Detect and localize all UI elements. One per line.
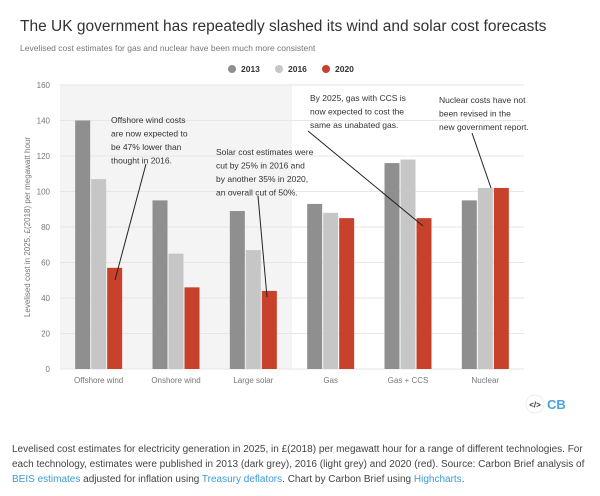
annotation-text: Solar cost estimates were — [216, 147, 314, 157]
caption-text: . — [461, 474, 465, 485]
annotation-line — [114, 163, 147, 281]
bar-2013 — [307, 203, 323, 369]
x-tick-label: Offshore wind — [74, 376, 123, 385]
bar-2020 — [339, 218, 355, 369]
y-tick-label: 40 — [41, 294, 50, 303]
annotation-text: new government report. — [439, 122, 529, 132]
annotation-text: now expected to cost the — [310, 107, 404, 117]
x-tick-label: Gas + CCS — [388, 376, 429, 385]
bar-chart: 0 20 40 60 80 100 120 140 160 Levelised cost in 2… — [23, 64, 566, 414]
bar-2016 — [323, 212, 339, 369]
y-tick-label: 80 — [41, 223, 50, 232]
annotation-text: been revised in the — [439, 109, 511, 119]
bar-2013 — [461, 200, 477, 369]
x-tick-label: Large solar — [233, 376, 273, 385]
bar-2013 — [75, 120, 91, 369]
bar-2016 — [91, 179, 107, 369]
bar-2016 — [245, 250, 261, 369]
legend-label-2020: 2020 — [335, 64, 354, 74]
y-tick-label: 20 — [41, 330, 50, 339]
bar-2020 — [184, 287, 200, 369]
legend-marker-2020 — [322, 65, 330, 73]
y-tick-label: 100 — [37, 188, 51, 197]
y-tick-label: 160 — [37, 81, 51, 90]
bar-2020 — [416, 218, 432, 369]
y-tick-label: 140 — [37, 117, 51, 126]
annotation-text: by another 35% in 2020, — [216, 174, 308, 184]
caption: Levelised cost estimates for electricity… — [12, 442, 592, 487]
y-tick-label: 120 — [37, 152, 51, 161]
bar-2013 — [229, 211, 245, 369]
bar-2020 — [107, 267, 123, 369]
x-tick-label: Onshore wind — [151, 376, 200, 385]
annotation-text: be 47% lower than — [111, 142, 182, 152]
bar-2013 — [384, 163, 400, 369]
annotation-text: cut by 25% in 2016 and — [216, 161, 305, 171]
highcharts-link[interactable]: Highcharts — [413, 474, 462, 485]
code-icon: </> — [529, 401, 541, 410]
caption-text: . Chart by Carbon Brief using — [282, 474, 414, 485]
beis-estimates-link[interactable]: BEIS estimates — [12, 474, 81, 485]
annotation-text: By 2025, gas with CCS is — [310, 93, 406, 103]
chart-subtitle: Levelised cost estimates for gas and nuc… — [20, 43, 316, 53]
carbon-brief-logo: CB — [547, 397, 566, 412]
bar-2020 — [261, 290, 277, 369]
caption-text: Levelised cost estimates for electricity… — [12, 444, 585, 470]
annotation-text: are now expected to — [111, 129, 188, 139]
treasury-deflators-link[interactable]: Treasury deflators — [201, 474, 283, 485]
y-tick-label: 60 — [41, 259, 50, 268]
annotation-text: thought in 2016. — [111, 156, 172, 166]
y-tick-label: 0 — [46, 365, 51, 374]
x-tick-label: Gas — [323, 376, 338, 385]
bar-2020 — [493, 187, 509, 369]
annotation-text: same as unabated gas. — [310, 120, 398, 130]
annotation-text: an overall cut of 50%. — [216, 188, 298, 198]
bar-2013 — [152, 200, 168, 369]
x-tick-label: Nuclear — [472, 376, 500, 385]
chart-title: The UK government has repeatedly slashed… — [20, 18, 547, 35]
embed-button — [525, 394, 545, 414]
legend-label-2016: 2016 — [288, 64, 307, 74]
annotation-line — [307, 130, 424, 227]
bar-2016 — [168, 253, 184, 369]
caption-text: adjusted for inflation using — [80, 474, 202, 485]
annotation-text: Offshore wind costs — [111, 115, 186, 125]
y-axis-label: Levelised cost in 2025, £(2018) per mega… — [23, 137, 32, 317]
annotation-line — [257, 195, 268, 298]
annotation-text: Nuclear costs have not — [439, 95, 526, 105]
annotation-line — [471, 132, 492, 189]
legend-marker-2016 — [275, 65, 283, 73]
bar-2016 — [400, 159, 416, 369]
legend-label-2013: 2013 — [241, 64, 260, 74]
legend-marker-2013 — [228, 65, 236, 73]
bar-2016 — [477, 187, 493, 369]
